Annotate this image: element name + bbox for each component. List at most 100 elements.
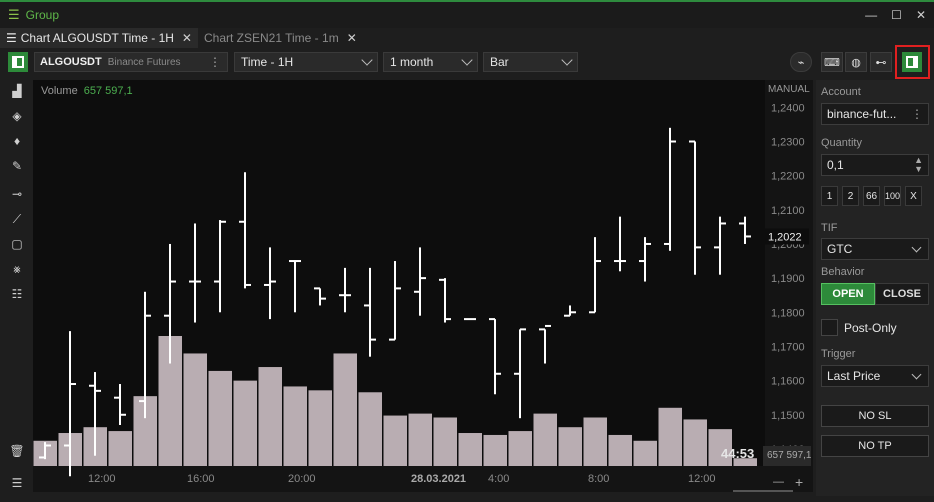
order-entry-panel: Account binance-fut... ⋮ Quantity 0,1 ▲ ▼ 1… [816, 80, 934, 496]
volume-bar [308, 390, 332, 466]
time-tick-label: 12:00 [88, 473, 116, 485]
price-tick-label: 1,1800 [771, 307, 805, 319]
range-dropdown[interactable]: 1 month [383, 52, 478, 72]
timeframe-value: Time - 1H [241, 55, 294, 69]
pencil-icon[interactable]: ✎ [11, 159, 23, 173]
quantity-input[interactable]: 0,1 ▲ ▼ [821, 154, 929, 176]
account-label: Account [821, 86, 861, 98]
maximize-button[interactable]: ☐ [891, 8, 902, 22]
current-price-box [765, 228, 809, 245]
bell-icon[interactable]: ♦ [13, 134, 21, 148]
indicators-icon[interactable]: ▟ [12, 84, 22, 98]
window-title: Group [25, 8, 60, 22]
trash-icon[interactable]: 🗑 [9, 444, 25, 458]
tab-chart-algousdt[interactable]: ☰ Chart ALGOUSDT Time - 1H ✕ [0, 28, 198, 48]
open-button[interactable]: OPEN [821, 283, 875, 305]
order-panel-toggle-button[interactable] [902, 52, 922, 72]
list-icon[interactable]: ☰ [11, 476, 23, 490]
volume-bar [633, 440, 657, 466]
tab-close-icon[interactable]: ✕ [346, 31, 357, 45]
close-window-button[interactable]: ✕ [915, 8, 926, 22]
keyboard-icon[interactable]: ⌨ [821, 52, 843, 72]
volume-bar [108, 431, 132, 466]
volume-bar [483, 434, 507, 466]
chevron-down-icon [461, 54, 473, 66]
account-value: binance-fut... [827, 107, 897, 121]
quantity-label: Quantity [821, 137, 862, 149]
volume-label: Volume 657 597,1 [41, 85, 133, 97]
post-only-checkbox[interactable]: Post-Only [821, 319, 929, 336]
volume-bar [733, 458, 757, 466]
chart-canvas[interactable]: MANUAL1,24001,23001,22001,21001,20001,19… [33, 80, 813, 492]
time-tick-label: 20:00 [288, 473, 316, 485]
minimize-button[interactable]: — [865, 8, 878, 22]
indicator-icon[interactable]: ⌁ [790, 52, 812, 72]
qty-preset-1[interactable]: 1 [821, 186, 838, 206]
panel-toggle-left-button[interactable] [8, 52, 28, 72]
tab-chart-zsen21[interactable]: Chart ZSEN21 Time - 1m ✕ [198, 28, 363, 48]
chart-type-value: Bar [490, 55, 509, 69]
mouse-icon[interactable]: ◍ [845, 52, 867, 72]
checkbox-box[interactable] [821, 319, 838, 336]
price-chart[interactable]: Volume 657 597,1 MANUAL 1,2400 1,2300 1,2200… [33, 80, 813, 492]
chevron-down-icon [561, 54, 573, 66]
drawing-toolbar: ▟ ◈ ♦ ✎ ⊸ ⟋ ▢ ⨳ ☷ [6, 80, 28, 308]
highlight-frame [895, 45, 930, 79]
volume-bar [233, 380, 257, 466]
chevron-down-icon [911, 369, 922, 380]
horizontal-line-icon[interactable]: ⊸ [11, 187, 23, 201]
volume-bar [383, 415, 407, 466]
volume-bar [208, 370, 232, 466]
timeframe-dropdown[interactable]: Time - 1H [234, 52, 378, 72]
scale-mode-label: MANUAL [768, 84, 810, 95]
symbol-selector[interactable]: ALGOUSDT Binance Futures ⋮ [34, 52, 228, 72]
hamburger-menu-icon[interactable]: ☰ [8, 7, 20, 22]
qty-preset-100[interactable]: 100 [884, 186, 901, 206]
scrollbar-thumb [733, 490, 793, 492]
close-button[interactable]: CLOSE [875, 283, 929, 305]
tab-bar: ☰ Chart ALGOUSDT Time - 1H ✕ Chart ZSEN2… [0, 28, 934, 48]
no-sl-button[interactable]: NO SL [821, 405, 929, 427]
no-tp-button[interactable]: NO TP [821, 435, 929, 457]
tif-dropdown[interactable]: GTC [821, 238, 929, 260]
quantity-value: 0,1 [827, 158, 844, 172]
trigger-label: Trigger [821, 348, 856, 360]
volume-bar [258, 367, 282, 466]
quantity-presets: 1 2 66 100 X [821, 186, 929, 206]
object-list-icon[interactable]: ☷ [11, 287, 23, 301]
window-titlebar: ☰ Group — ☐ ✕ [0, 0, 934, 28]
tab-label: Chart ALGOUSDT Time - 1H [20, 31, 174, 45]
volume-bar [458, 433, 482, 466]
tab-close-icon[interactable]: ✕ [181, 31, 192, 45]
volume-bar [658, 407, 682, 466]
more-icon[interactable]: ⋮ [911, 107, 923, 121]
trend-line-icon[interactable]: ⟋ [12, 211, 22, 226]
chart-type-dropdown[interactable]: Bar [483, 52, 578, 72]
price-tick-label: 1,1700 [771, 341, 805, 353]
qty-preset-66[interactable]: 66 [863, 186, 880, 206]
volume-bar [333, 353, 357, 466]
layers-icon[interactable]: ◈ [12, 109, 22, 123]
volume-bar [683, 419, 707, 466]
behavior-toggle: OPEN CLOSE [821, 283, 929, 305]
volume-bar [158, 336, 182, 466]
volume-bar [558, 427, 582, 466]
binoculars-icon[interactable]: ⊷ [870, 52, 892, 72]
stepper-icon[interactable]: ▲ ▼ [914, 155, 923, 174]
more-icon[interactable]: ⋮ [209, 55, 221, 69]
fibonacci-icon[interactable]: ⨳ [13, 261, 21, 276]
panel-right-icon [906, 56, 918, 68]
chevron-down-icon [361, 54, 373, 66]
exchange-name: Binance Futures [107, 56, 181, 68]
volume-bar [533, 413, 557, 466]
qty-clear-button[interactable]: X [905, 186, 922, 206]
volume-bar [283, 386, 307, 466]
tab-label: Chart ZSEN21 Time - 1m [203, 31, 339, 45]
account-select[interactable]: binance-fut... ⋮ [821, 103, 929, 125]
price-tick-label: 1,2400 [771, 102, 805, 114]
rectangle-icon[interactable]: ▢ [11, 237, 23, 251]
zoom-in-icon: + [795, 474, 803, 490]
trigger-dropdown[interactable]: Last Price [821, 365, 929, 387]
qty-preset-2[interactable]: 2 [842, 186, 859, 206]
volume-bar [133, 396, 157, 466]
